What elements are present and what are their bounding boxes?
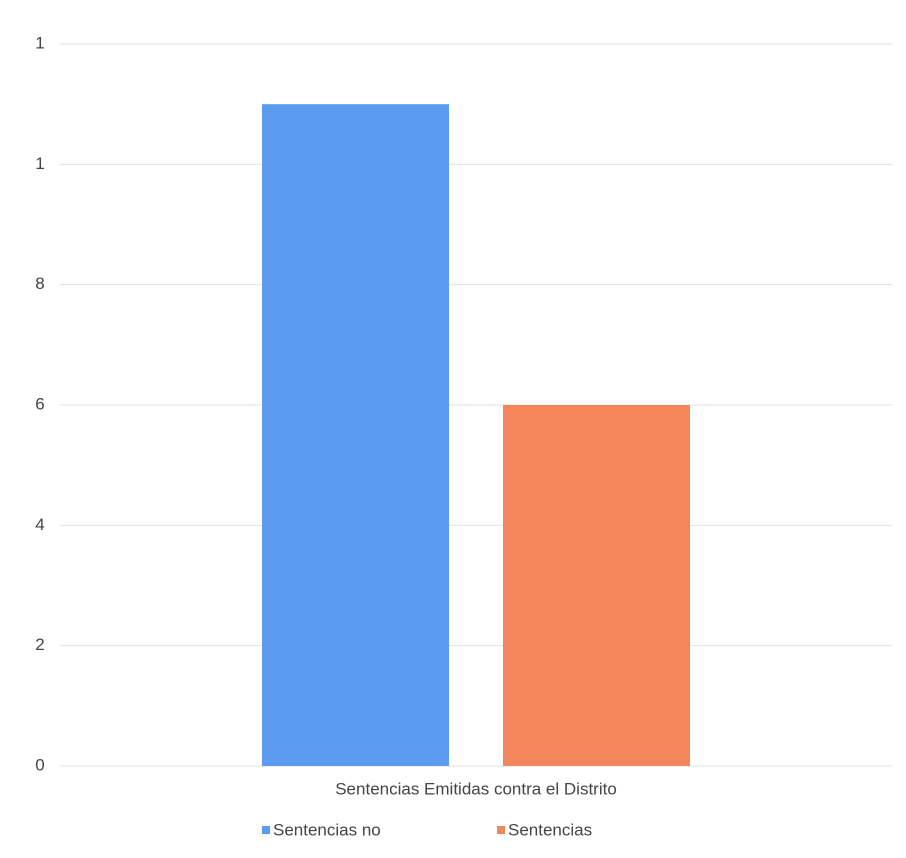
y-tick-label: 8 bbox=[35, 274, 44, 293]
legend-swatch bbox=[497, 826, 505, 834]
y-tick-label: 1 bbox=[35, 154, 44, 173]
y-tick-label: 1 bbox=[35, 33, 44, 52]
y-tick-label: 0 bbox=[35, 755, 44, 774]
legend-label: Sentencias no bbox=[273, 820, 381, 839]
x-tick-label: Sentencias Emitidas contra el Distrito bbox=[335, 779, 617, 798]
legend-label: Sentencias bbox=[508, 820, 592, 839]
legend-swatch bbox=[262, 826, 270, 834]
bar bbox=[503, 405, 690, 766]
y-tick-label: 6 bbox=[35, 394, 44, 413]
bar bbox=[262, 104, 449, 766]
y-tick-label: 2 bbox=[35, 635, 44, 654]
y-tick-label: 4 bbox=[35, 515, 44, 534]
